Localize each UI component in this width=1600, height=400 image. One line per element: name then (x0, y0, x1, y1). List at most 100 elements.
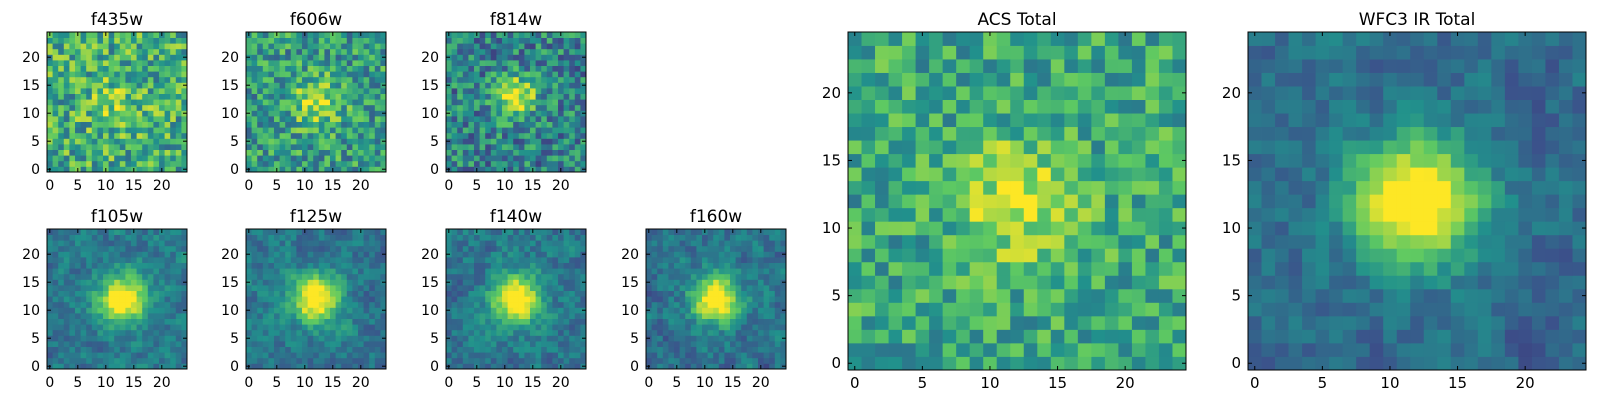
heatmap-cell (374, 251, 381, 258)
heatmap-cell (546, 88, 553, 94)
heatmap-cell (552, 240, 559, 247)
heatmap-cell (274, 71, 280, 78)
heatmap-cell (513, 318, 520, 325)
heatmap-cell (685, 240, 692, 247)
heatmap-cell (170, 54, 177, 61)
heatmap-cell (524, 76, 531, 83)
heatmap-cell (170, 352, 177, 359)
heatmap-cell (662, 245, 669, 252)
heatmap-cell (358, 251, 364, 258)
heatmap-cell (474, 290, 480, 297)
heatmap-cell (474, 313, 480, 319)
heatmap-cell (446, 268, 452, 275)
heatmap-cell (485, 82, 492, 89)
heatmap-cell (131, 296, 137, 303)
heatmap-cell (69, 110, 76, 117)
heatmap-cell (318, 88, 325, 94)
heatmap-cell (713, 279, 720, 286)
heatmap-cell (1023, 207, 1038, 222)
heatmap-cell (103, 88, 109, 94)
heatmap-cell (485, 116, 492, 122)
x-tick-label: 15 (524, 178, 542, 194)
heatmap-cell (569, 346, 576, 353)
heatmap-cell (175, 37, 182, 44)
heatmap-cell (108, 37, 115, 44)
heatmap-cell (446, 60, 452, 66)
heatmap-cell (380, 155, 387, 162)
heatmap-cell (307, 257, 314, 263)
heatmap-cell (702, 240, 708, 247)
heatmap-cell (685, 257, 692, 263)
heatmap-cell (147, 76, 154, 83)
heatmap-cell (479, 110, 486, 117)
heatmap-cell (358, 290, 364, 297)
heatmap-cell (125, 346, 132, 353)
heatmap-cell (91, 324, 98, 331)
heatmap-cell (268, 229, 275, 235)
heatmap-cell (318, 307, 325, 314)
heatmap-cell (524, 88, 531, 94)
heatmap-cell (58, 110, 65, 117)
heatmap-cell (352, 138, 359, 145)
heatmap-cell (159, 245, 165, 252)
heatmap-cell (175, 346, 182, 353)
heatmap-cell (63, 257, 70, 263)
heatmap-cell (513, 60, 520, 66)
heatmap-cell (763, 307, 770, 314)
heatmap-cell (735, 229, 742, 235)
heatmap-cell (1064, 248, 1079, 263)
heatmap-cell (713, 352, 720, 359)
heatmap-cell (552, 149, 559, 156)
heatmap-cell (262, 251, 269, 258)
heatmap-cell (451, 116, 458, 122)
heatmap-cell (707, 335, 714, 342)
heatmap-cell (580, 234, 587, 241)
heatmap-cell (52, 54, 59, 61)
heatmap-cell (1104, 221, 1119, 236)
heatmap-cell (69, 37, 76, 44)
heatmap-cell (69, 127, 76, 134)
heatmap-cell (1064, 180, 1079, 195)
heatmap-cell (47, 257, 53, 263)
heatmap-cell (136, 268, 143, 275)
heatmap-cell (302, 82, 308, 89)
heatmap-cell (496, 160, 503, 167)
heatmap-cell (302, 279, 308, 286)
heatmap-cell (690, 341, 697, 347)
heatmap-cell (546, 160, 553, 167)
heatmap-cell (451, 54, 458, 61)
heatmap-cell (119, 290, 126, 297)
heatmap-cell (290, 363, 297, 370)
heatmap-cell (80, 346, 87, 353)
heatmap-cell (546, 290, 553, 297)
heatmap-cell (302, 71, 308, 78)
heatmap-cell (119, 104, 126, 111)
heatmap-cell (352, 245, 359, 252)
heatmap-cell (268, 54, 275, 61)
heatmap-cell (346, 357, 353, 364)
heatmap-cell (474, 273, 480, 280)
heatmap-cell (541, 99, 548, 106)
heatmap-cell (246, 352, 252, 359)
heatmap-cell (346, 76, 353, 83)
heatmap-cell (257, 160, 264, 167)
heatmap-cell (535, 104, 542, 111)
heatmap-cell (774, 357, 781, 364)
heatmap-cell (674, 285, 680, 291)
heatmap-cell (358, 160, 364, 167)
heatmap-cell (251, 234, 258, 241)
heatmap-cell (569, 313, 576, 319)
heatmap-cell (485, 93, 492, 100)
heatmap-cell (69, 357, 76, 364)
heatmap-cell (257, 245, 264, 252)
heatmap-cell (1064, 356, 1079, 371)
heatmap-cell (502, 234, 508, 241)
heatmap-cell (97, 285, 104, 291)
heatmap-cell (1077, 261, 1092, 276)
heatmap-cell (153, 149, 160, 156)
heatmap-cell (181, 257, 188, 263)
heatmap-cell (358, 234, 364, 241)
heatmap-cell (285, 279, 292, 286)
heatmap-cell (668, 301, 675, 308)
heatmap-cell (696, 357, 703, 364)
